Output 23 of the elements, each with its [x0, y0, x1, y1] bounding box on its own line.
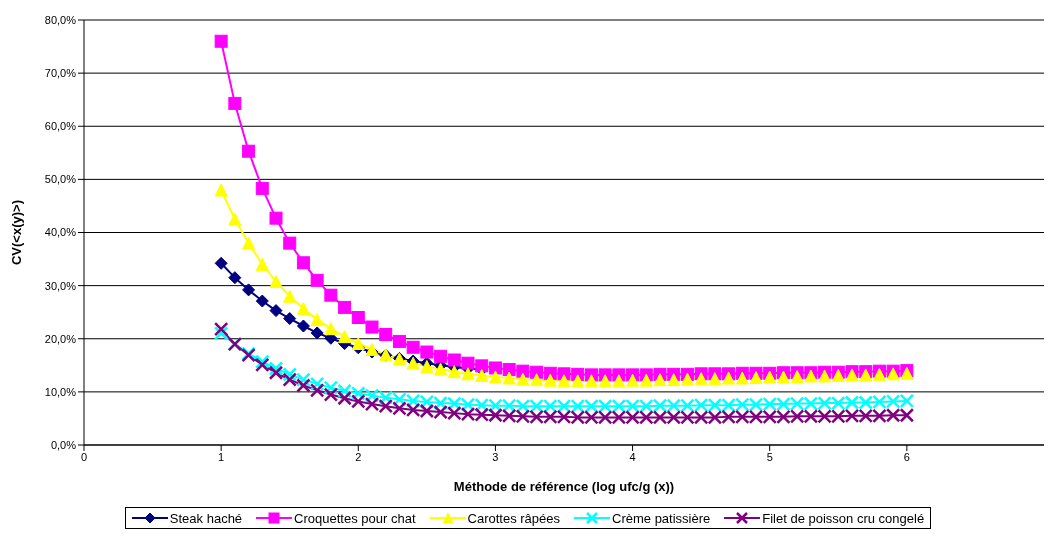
- legend-label: Carottes râpées: [467, 510, 561, 526]
- legend-label: Filet de poisson cru congelé: [762, 510, 925, 526]
- legend-label: Steak haché: [169, 510, 243, 526]
- x-tick-label: 5: [766, 450, 773, 463]
- x-tick-label: 1: [218, 450, 225, 463]
- x-tick-label: 6: [903, 450, 910, 463]
- legend-label: Crème patissière: [612, 510, 711, 526]
- y-tick-label: 10,0%: [44, 385, 77, 398]
- y-tick-label: 70,0%: [44, 67, 77, 80]
- x-axis-title: Méthode de référence (log ufc/g (x)): [453, 479, 675, 494]
- y-tick-label: 20,0%: [44, 332, 77, 345]
- y-tick-label: 40,0%: [44, 226, 77, 239]
- y-tick-label: 0,0%: [50, 438, 77, 451]
- x-tick-label: 3: [492, 450, 499, 463]
- y-tick-label: 50,0%: [44, 173, 77, 186]
- y-tick-label: 30,0%: [44, 279, 77, 292]
- x-tick-label: 4: [629, 450, 636, 463]
- x-tick-label: 2: [355, 450, 362, 463]
- y-tick-label: 60,0%: [44, 120, 77, 133]
- x-tick-label: 0: [80, 450, 88, 463]
- y-tick-label: 80,0%: [44, 13, 77, 26]
- legend-label: Croquettes pour chat: [294, 510, 416, 526]
- y-axis-title: CV(<x(y)>): [8, 199, 24, 266]
